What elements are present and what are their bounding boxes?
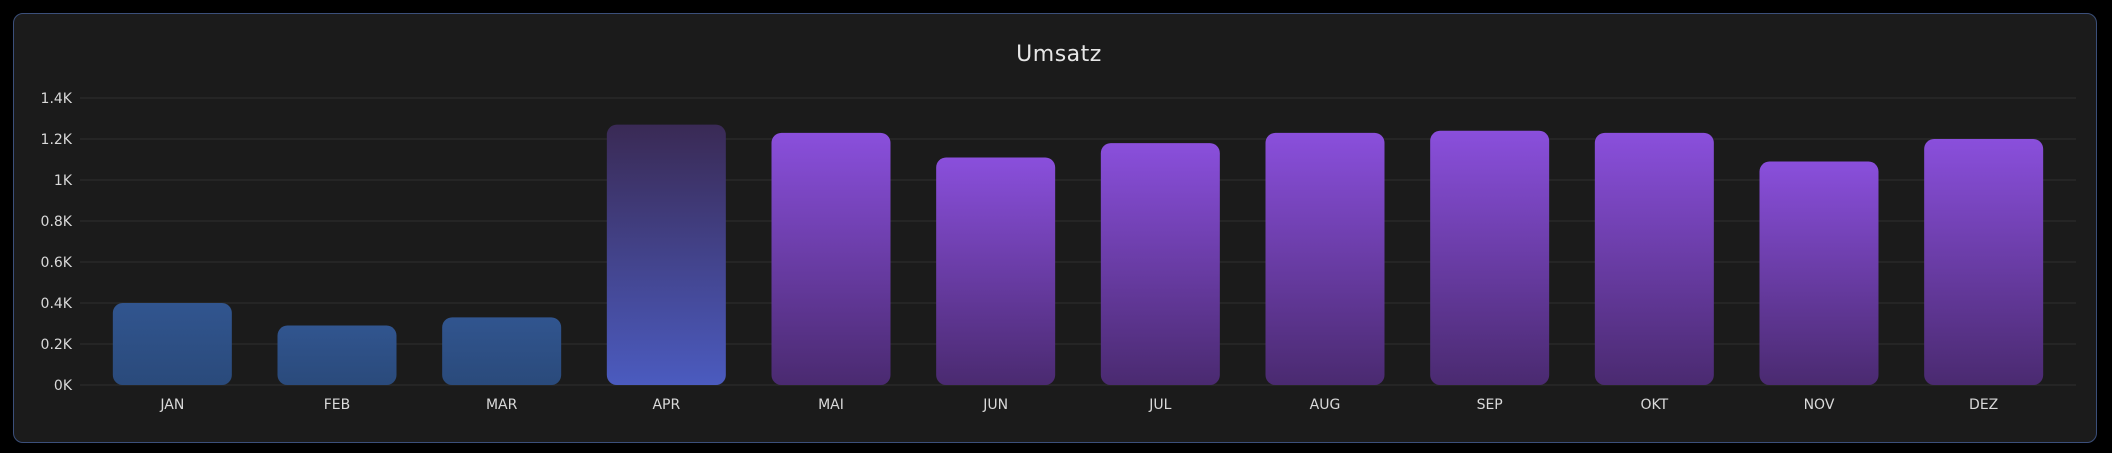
bar-mai[interactable] — [771, 132, 891, 385]
y-tick-label: 0.8K — [41, 214, 73, 230]
x-axis-ticks: JAN FEB MAR APR MAI JUN JUL AUG SEP OKT NOV DEZ — [159, 397, 1998, 413]
bar-aug[interactable] — [1265, 132, 1385, 385]
x-tick-label: JUL — [1148, 397, 1171, 413]
x-tick-label: AUG — [1310, 397, 1341, 413]
x-tick-label: JUN — [982, 397, 1008, 413]
y-tick-label: 1.4K — [41, 91, 73, 107]
bar-feb[interactable] — [277, 325, 397, 385]
y-tick-label: 0.2K — [41, 337, 73, 353]
bar-nov[interactable] — [1759, 161, 1879, 385]
x-tick-label: DEZ — [1969, 397, 1998, 413]
bar-sep[interactable] — [1430, 130, 1550, 385]
x-tick-label: NOV — [1804, 397, 1835, 413]
y-tick-label: 1K — [54, 173, 73, 189]
bar-jul[interactable] — [1100, 143, 1220, 385]
x-tick-label: MAR — [486, 397, 518, 413]
bar-jan[interactable] — [112, 303, 232, 385]
y-tick-label: 0.4K — [41, 296, 73, 312]
bar-dez[interactable] — [1924, 139, 2044, 385]
y-tick-label: 0K — [54, 378, 73, 394]
bar-apr[interactable] — [606, 124, 726, 386]
y-tick-label: 0.6K — [41, 255, 73, 271]
umsatz-bar-chart: Umsatz 0K 0.2K 0.4K 0.6K 0.8K 1K 1.2K 1.4K JAN F… — [41, 42, 2076, 413]
bar-jun[interactable] — [936, 157, 1056, 385]
y-tick-label: 1.2K — [41, 132, 73, 148]
bar-okt[interactable] — [1594, 132, 1714, 385]
y-axis-ticks: 0K 0.2K 0.4K 0.6K 0.8K 1K 1.2K 1.4K — [41, 91, 73, 394]
grid-lines — [80, 97, 2076, 386]
x-tick-label: APR — [652, 397, 680, 413]
chart-card: Umsatz 0K 0.2K 0.4K 0.6K 0.8K 1K 1.2K 1.4K JAN F… — [13, 13, 2097, 443]
x-tick-label: MAI — [818, 397, 844, 413]
x-tick-label: SEP — [1477, 397, 1503, 413]
chart-title: Umsatz — [1016, 42, 1102, 67]
bars — [112, 124, 2044, 386]
x-tick-label: FEB — [324, 397, 351, 413]
x-tick-label: OKT — [1640, 397, 1668, 413]
x-tick-label: JAN — [159, 397, 184, 413]
bar-mar[interactable] — [442, 317, 562, 385]
